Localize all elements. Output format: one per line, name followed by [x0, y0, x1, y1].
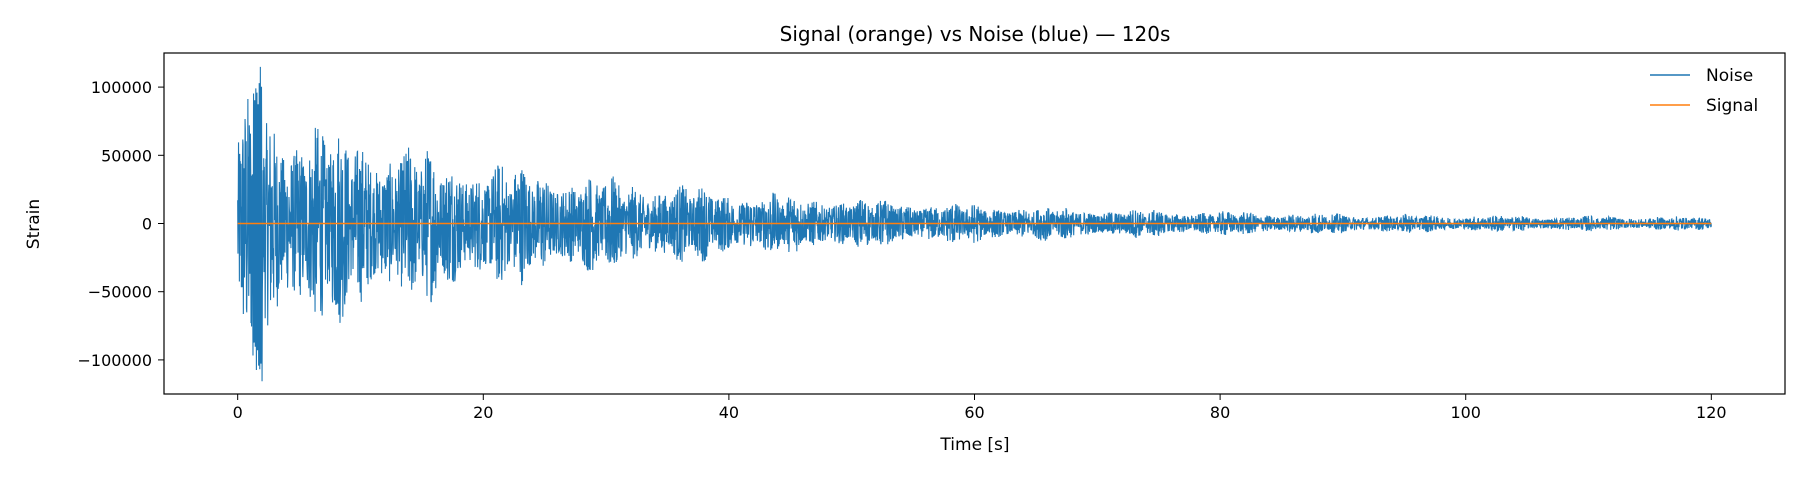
x-tick-label: 60	[964, 403, 984, 422]
x-tick-label: 0	[233, 403, 243, 422]
x-tick-label: 120	[1696, 403, 1727, 422]
chart-title: Signal (orange) vs Noise (blue) — 120s	[780, 22, 1171, 46]
x-tick-label: 80	[1210, 403, 1230, 422]
series-layer	[237, 66, 1712, 382]
y-axis: 100000 50000 0 −50000 −100000	[78, 78, 164, 370]
legend: Noise Signal	[1650, 66, 1758, 116]
y-tick-label: −100000	[78, 351, 152, 370]
x-tick-label: 100	[1450, 403, 1481, 422]
legend-label-signal: Signal	[1706, 96, 1758, 116]
noise-series-line	[237, 66, 1712, 382]
x-tick-label: 40	[719, 403, 739, 422]
y-axis-label: Strain	[24, 199, 44, 249]
y-tick-label: 0	[142, 215, 152, 234]
y-tick-label: 50000	[101, 146, 152, 165]
x-axis-label: Time [s]	[939, 435, 1009, 455]
legend-label-noise: Noise	[1706, 66, 1753, 86]
y-tick-label: −50000	[88, 283, 152, 302]
y-tick-label: 100000	[91, 78, 152, 97]
x-axis: 0 20 40 60 80 100 120	[233, 394, 1727, 422]
x-tick-label: 20	[473, 403, 493, 422]
